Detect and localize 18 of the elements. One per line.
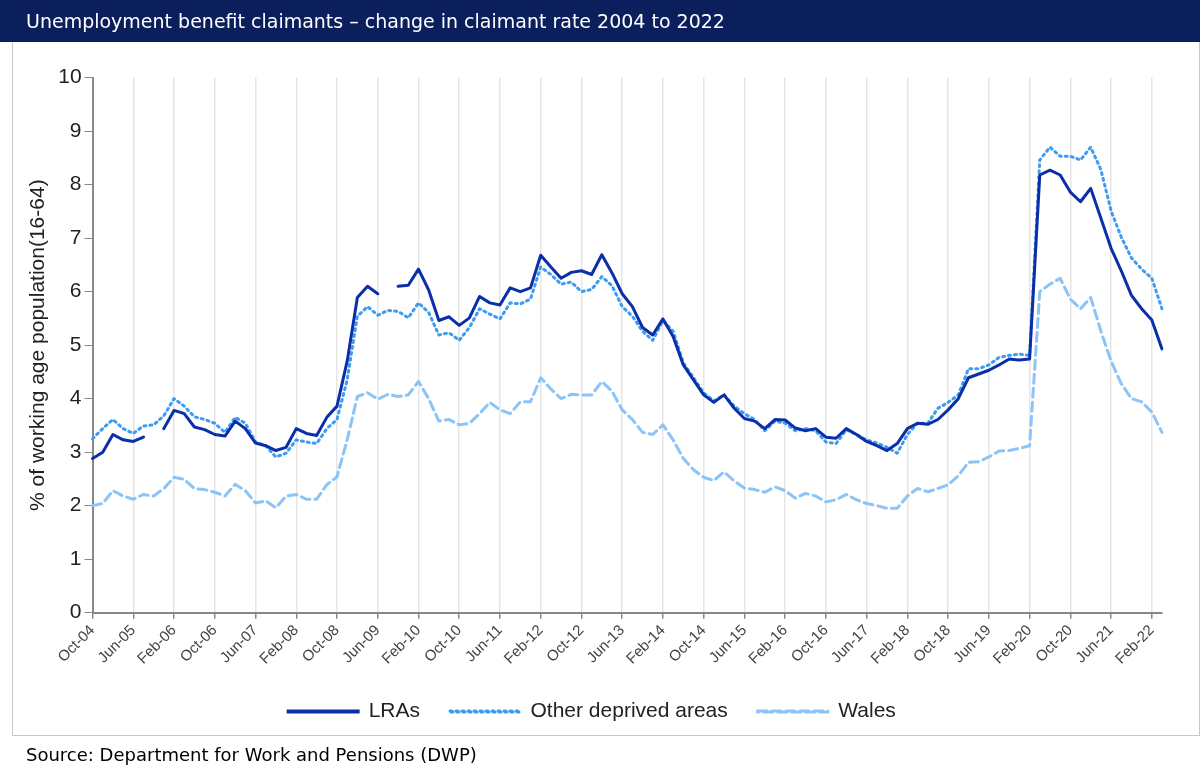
y-tick-label: 0 (69, 599, 82, 623)
legend-label: LRAs (368, 698, 421, 722)
y-tick-label: 6 (69, 278, 82, 302)
y-tick-label: 3 (69, 438, 82, 462)
y-tick-label: 4 (69, 385, 82, 409)
y-tick-label: 5 (69, 331, 82, 355)
y-tick-label: 8 (69, 171, 82, 195)
y-tick-label: 9 (69, 117, 82, 141)
legend-label: Other deprived areas (530, 698, 728, 722)
source-note: Source: Department for Work and Pensions (DWP) (26, 744, 477, 765)
y-axis-title: % of working age population(16-64) (25, 179, 49, 511)
legend-label: Wales (838, 698, 896, 722)
line-series (91, 276, 1164, 510)
y-tick-label: 2 (69, 492, 82, 516)
y-tick-label: 7 (69, 224, 82, 248)
y-tick-label: 10 (58, 64, 82, 88)
y-tick-label: 1 (69, 545, 82, 569)
chart-title: Unemployment benefit claimants – change in claimant rate 2004 to 2022 (0, 0, 1200, 42)
